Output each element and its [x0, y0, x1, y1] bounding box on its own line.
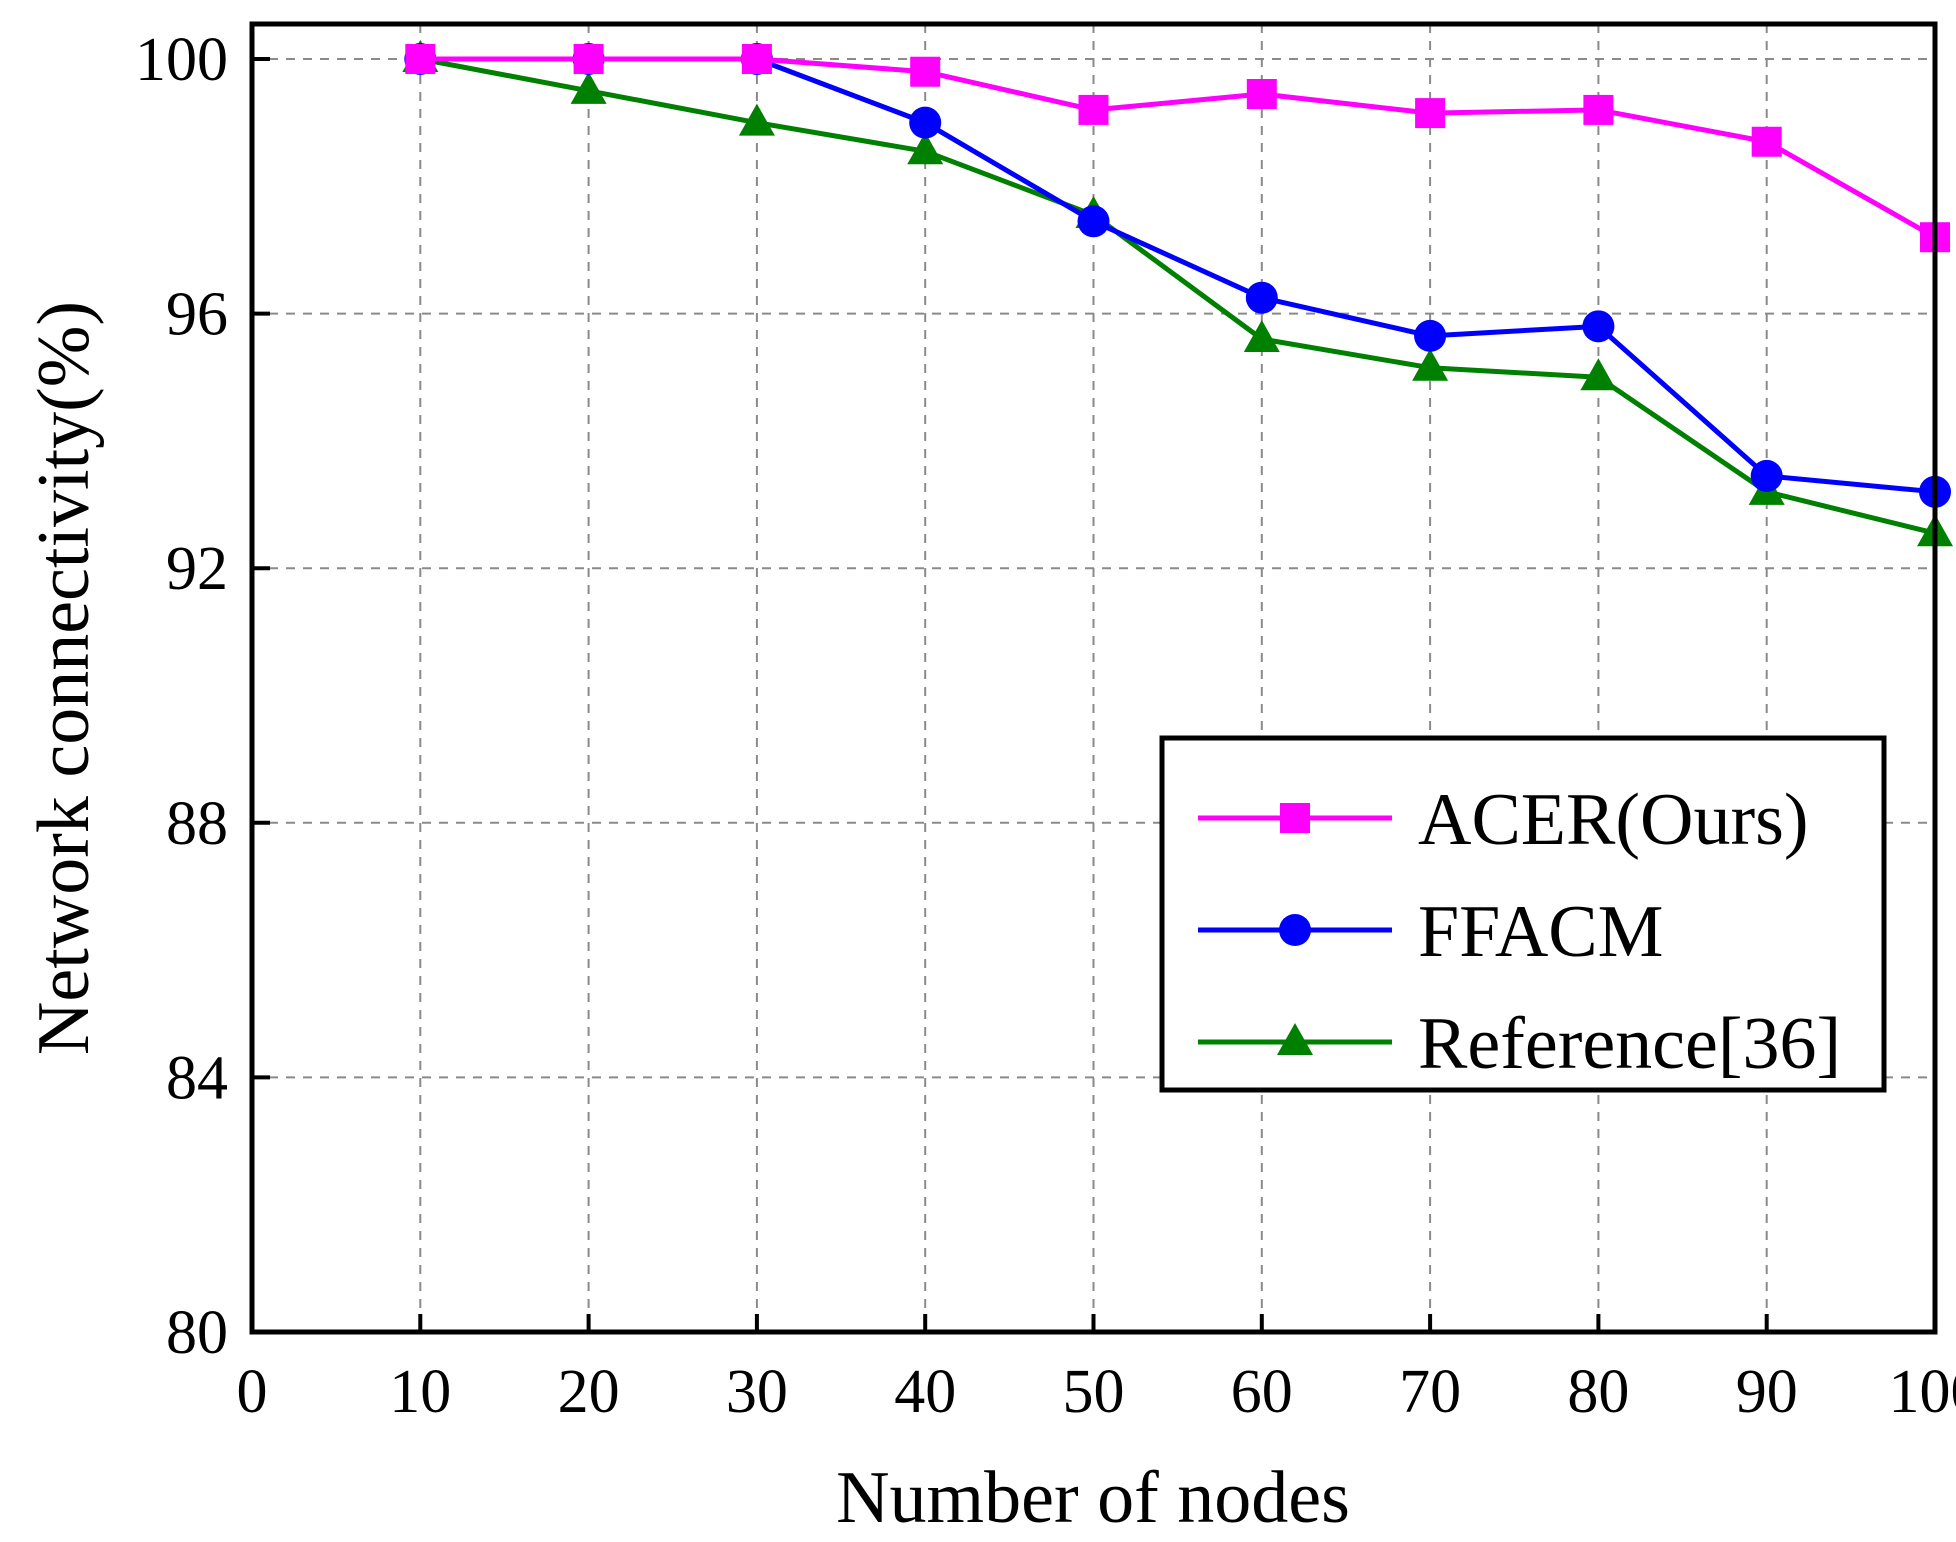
data-point	[1751, 126, 1782, 157]
axis-ticks: 0 10 20 30 40 50 60 70 80 90 100 80 84 88 92 96 100	[135, 26, 1956, 1426]
x-axis-title: Number of nodes	[836, 1457, 1350, 1539]
legend-entry: Reference[36]	[1198, 1003, 1841, 1085]
x-tick-label: 0	[237, 1358, 268, 1426]
legend-label: FFACM	[1418, 891, 1663, 973]
series-line	[419, 56, 1936, 536]
x-tick-label: 10	[389, 1358, 451, 1426]
data-point	[1077, 205, 1110, 238]
y-tick-label: 84	[166, 1044, 228, 1112]
data-point	[741, 44, 772, 74]
x-tick-label: 80	[1567, 1358, 1629, 1426]
data-point	[1750, 459, 1783, 492]
data-point	[570, 71, 607, 104]
series-line	[420, 56, 1937, 240]
x-tick-label: 50	[1063, 1358, 1125, 1426]
y-tick-label: 96	[166, 281, 228, 349]
data-point	[1078, 94, 1109, 125]
data-point	[910, 56, 941, 87]
legend-label: Reference[36]	[1418, 1003, 1841, 1085]
x-tick-label: 90	[1736, 1358, 1798, 1426]
data-point	[1580, 358, 1617, 391]
data-point	[909, 106, 942, 139]
x-tick-label: 20	[558, 1358, 620, 1426]
data-point	[907, 132, 944, 165]
legend-box	[1159, 735, 1887, 1093]
legend-entry: ACER(Ours)	[1198, 779, 1809, 861]
data-point	[1414, 319, 1447, 352]
y-tick-label: 80	[166, 1299, 228, 1367]
legend: ACER(Ours) FFACM Reference[36]	[1159, 735, 1887, 1093]
y-tick-label: 88	[166, 790, 228, 858]
series-acer-ours	[405, 44, 1950, 253]
data-point	[1582, 310, 1615, 343]
data-point	[1245, 281, 1278, 314]
data-point	[1583, 94, 1614, 125]
data-point	[405, 44, 436, 74]
data-point	[573, 44, 604, 74]
x-tick-label: 70	[1399, 1358, 1461, 1426]
series-layer	[402, 40, 1953, 547]
x-tick-label: 60	[1231, 1358, 1293, 1426]
legend-marker	[1277, 1023, 1313, 1055]
x-tick-label: 40	[894, 1358, 956, 1426]
x-tick-label: 100	[1889, 1358, 1956, 1426]
x-tick-label: 30	[726, 1358, 788, 1426]
data-point	[1243, 320, 1280, 353]
legend-label: ACER(Ours)	[1418, 779, 1809, 861]
y-tick-label: 92	[166, 535, 228, 603]
data-point	[738, 103, 775, 136]
legend-entry: FFACM	[1198, 891, 1663, 973]
series-reference-36	[402, 40, 1953, 547]
data-point	[1415, 98, 1446, 129]
legend-marker	[1279, 914, 1311, 946]
legend-marker	[1280, 803, 1310, 833]
y-tick-label: 100	[135, 26, 228, 94]
y-axis-title: Network connectivity(%)	[23, 301, 105, 1055]
data-point	[1412, 348, 1449, 381]
data-point	[1246, 79, 1277, 110]
